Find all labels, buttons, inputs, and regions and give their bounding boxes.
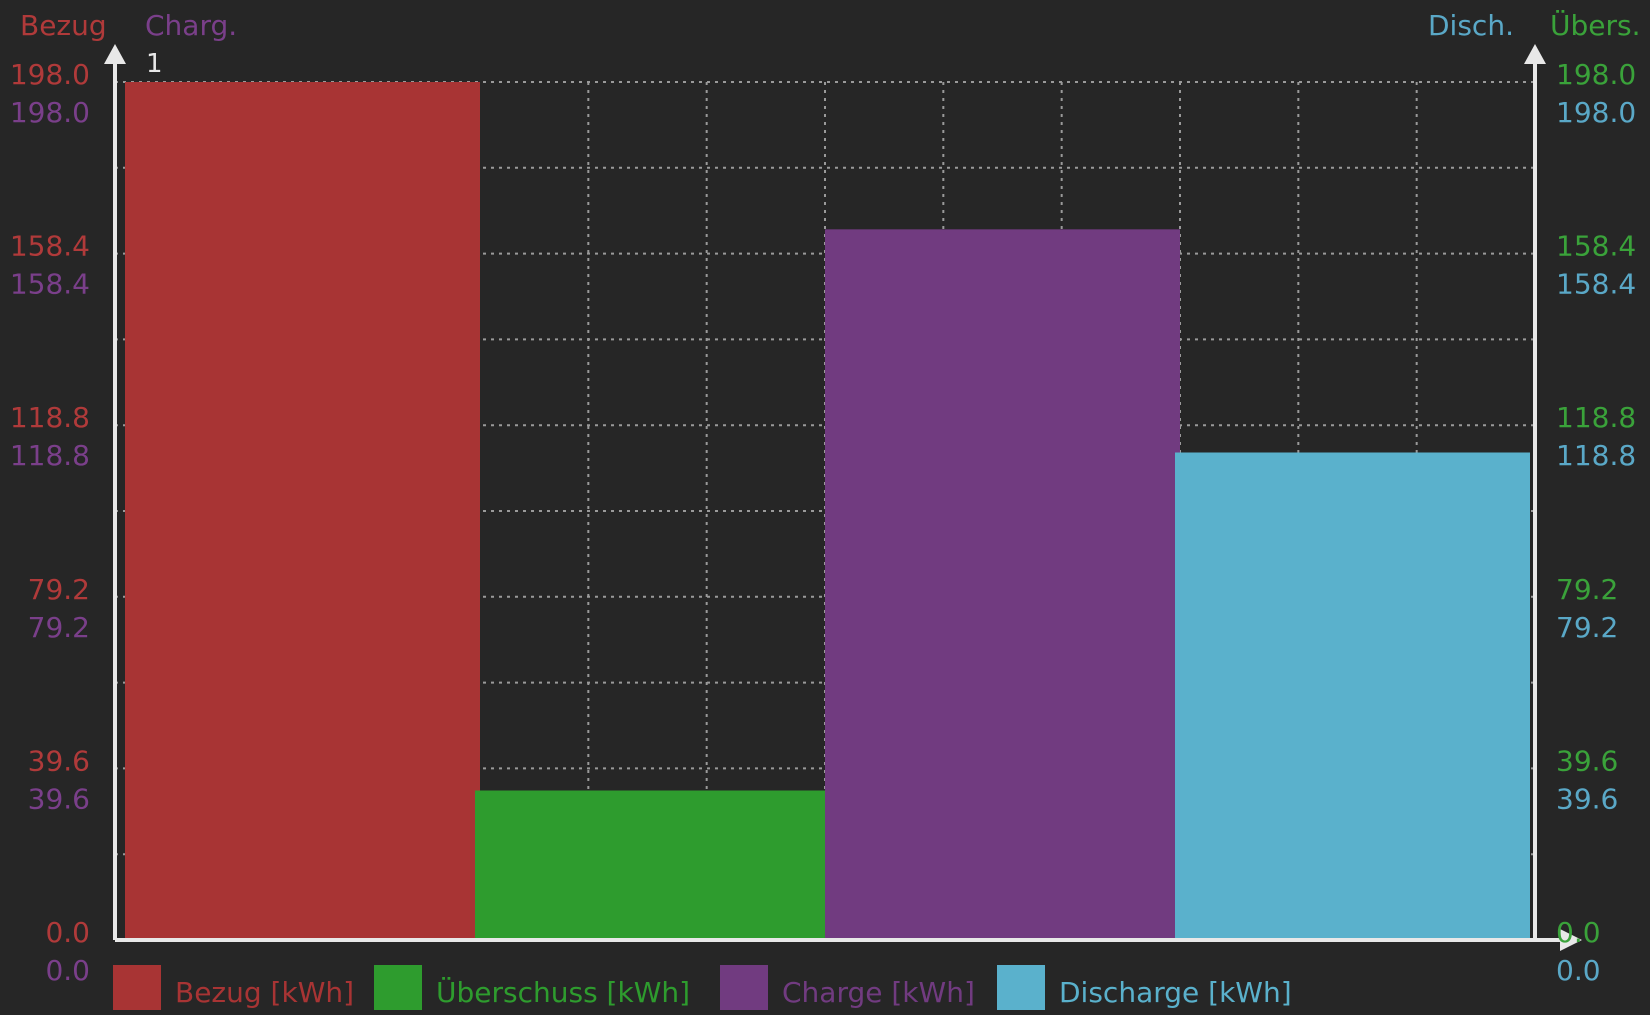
tick-left-outer: 198.0 bbox=[10, 58, 90, 91]
left-inner-axis-title: Charg. bbox=[145, 9, 237, 42]
axes bbox=[104, 44, 1582, 951]
right-outer-axis-title: Übers. bbox=[1550, 8, 1641, 42]
tick-left-outer: 158.4 bbox=[10, 230, 90, 263]
tick-right-outer: 0.0 bbox=[1556, 916, 1601, 949]
legend: Bezug [kWh] Überschuss [kWh] Charge [kWh] D… bbox=[113, 965, 1292, 1010]
x-tick-label: 1 bbox=[146, 49, 163, 79]
tick-labels: 0.0 0.0 0.0 0.0 39.6 39.6 39.6 39.6 79.2 79.2 79.2… bbox=[10, 58, 1636, 987]
tick-right-inner: 0.0 bbox=[1556, 954, 1601, 987]
tick-right-inner: 118.8 bbox=[1556, 439, 1636, 472]
tick-left-inner: 198.0 bbox=[10, 96, 90, 129]
tick-left-outer: 118.8 bbox=[10, 401, 90, 434]
right-inner-axis-title: Disch. bbox=[1428, 9, 1514, 42]
legend-swatch bbox=[720, 965, 768, 1010]
tick-left-inner: 0.0 bbox=[45, 954, 90, 987]
tick-left-outer: 79.2 bbox=[28, 573, 90, 606]
tick-right-outer: 118.8 bbox=[1556, 401, 1636, 434]
legend-swatch bbox=[113, 965, 161, 1010]
bars bbox=[125, 82, 1530, 941]
tick-right-inner: 79.2 bbox=[1556, 611, 1618, 644]
legend-label: Überschuss [kWh] bbox=[436, 975, 690, 1009]
tick-left-outer: 0.0 bbox=[45, 916, 90, 949]
bar-2 bbox=[475, 790, 830, 940]
tick-left-inner: 118.8 bbox=[10, 439, 90, 472]
tick-right-inner: 39.6 bbox=[1556, 782, 1618, 815]
bar-1 bbox=[125, 82, 480, 940]
tick-right-inner: 158.4 bbox=[1556, 268, 1636, 301]
tick-left-outer: 39.6 bbox=[28, 744, 90, 777]
tick-right-outer: 39.6 bbox=[1556, 744, 1618, 777]
legend-swatch bbox=[997, 965, 1045, 1010]
tick-left-inner: 79.2 bbox=[28, 611, 90, 644]
legend-swatch bbox=[374, 965, 422, 1010]
bar-4 bbox=[1175, 452, 1530, 940]
left-outer-axis-title: Bezug bbox=[20, 9, 107, 42]
tick-left-inner: 158.4 bbox=[10, 268, 90, 301]
left-axis-arrow bbox=[104, 44, 126, 64]
tick-right-outer: 158.4 bbox=[1556, 230, 1636, 263]
tick-right-inner: 198.0 bbox=[1556, 96, 1636, 129]
bar-3 bbox=[825, 229, 1180, 941]
legend-label: Discharge [kWh] bbox=[1059, 976, 1292, 1009]
tick-left-inner: 39.6 bbox=[28, 782, 90, 815]
legend-label: Charge [kWh] bbox=[782, 976, 975, 1009]
right-axis-arrow bbox=[1524, 44, 1546, 64]
tick-right-outer: 79.2 bbox=[1556, 573, 1618, 606]
x-axis-arrow bbox=[1560, 929, 1582, 951]
tick-right-outer: 198.0 bbox=[1556, 58, 1636, 91]
axis-titles: Bezug Charg. Disch. Übers. 1 bbox=[20, 8, 1641, 79]
legend-label: Bezug [kWh] bbox=[175, 976, 354, 1009]
